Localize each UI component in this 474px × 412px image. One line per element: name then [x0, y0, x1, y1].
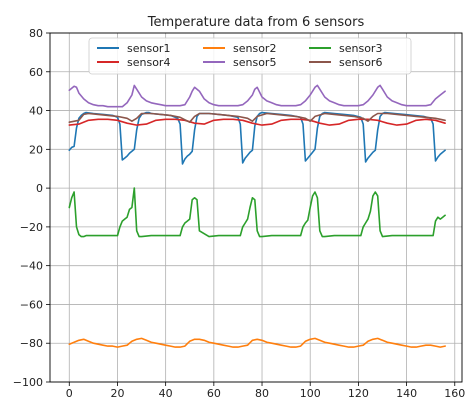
legend-label-sensor6: sensor6 — [339, 56, 382, 69]
x-tick-label: 80 — [255, 387, 269, 400]
x-tick-label: 140 — [396, 387, 417, 400]
x-tick-label: 20 — [110, 387, 124, 400]
legend-label-sensor5: sensor5 — [233, 56, 276, 69]
x-tick-label: 40 — [159, 387, 173, 400]
x-tick-label: 160 — [444, 387, 465, 400]
y-tick-label: −60 — [20, 298, 43, 311]
legend-label-sensor3: sensor3 — [339, 42, 382, 55]
y-tick-label: −40 — [20, 260, 43, 273]
x-tick-label: 100 — [300, 387, 321, 400]
x-tick-label: 0 — [66, 387, 73, 400]
legend: sensor1 sensor2 sensor3 sensor4 sensor5 senso… — [89, 38, 411, 74]
chart-title: Temperature data from 6 sensors — [147, 15, 365, 30]
x-tick-label: 60 — [207, 387, 221, 400]
x-tick-label: 120 — [348, 387, 369, 400]
y-tick-label: 20 — [29, 143, 43, 156]
y-tick-label: 80 — [29, 27, 43, 40]
y-tick-label: −80 — [20, 337, 43, 350]
y-tick-label: 40 — [29, 105, 43, 118]
y-tick-label: −100 — [13, 376, 43, 389]
y-tick-label: 60 — [29, 66, 43, 79]
legend-label-sensor2: sensor2 — [233, 42, 276, 55]
legend-label-sensor4: sensor4 — [127, 56, 170, 69]
y-tick-label: 0 — [36, 182, 43, 195]
legend-label-sensor1: sensor1 — [127, 42, 170, 55]
y-tick-label: −20 — [20, 221, 43, 234]
